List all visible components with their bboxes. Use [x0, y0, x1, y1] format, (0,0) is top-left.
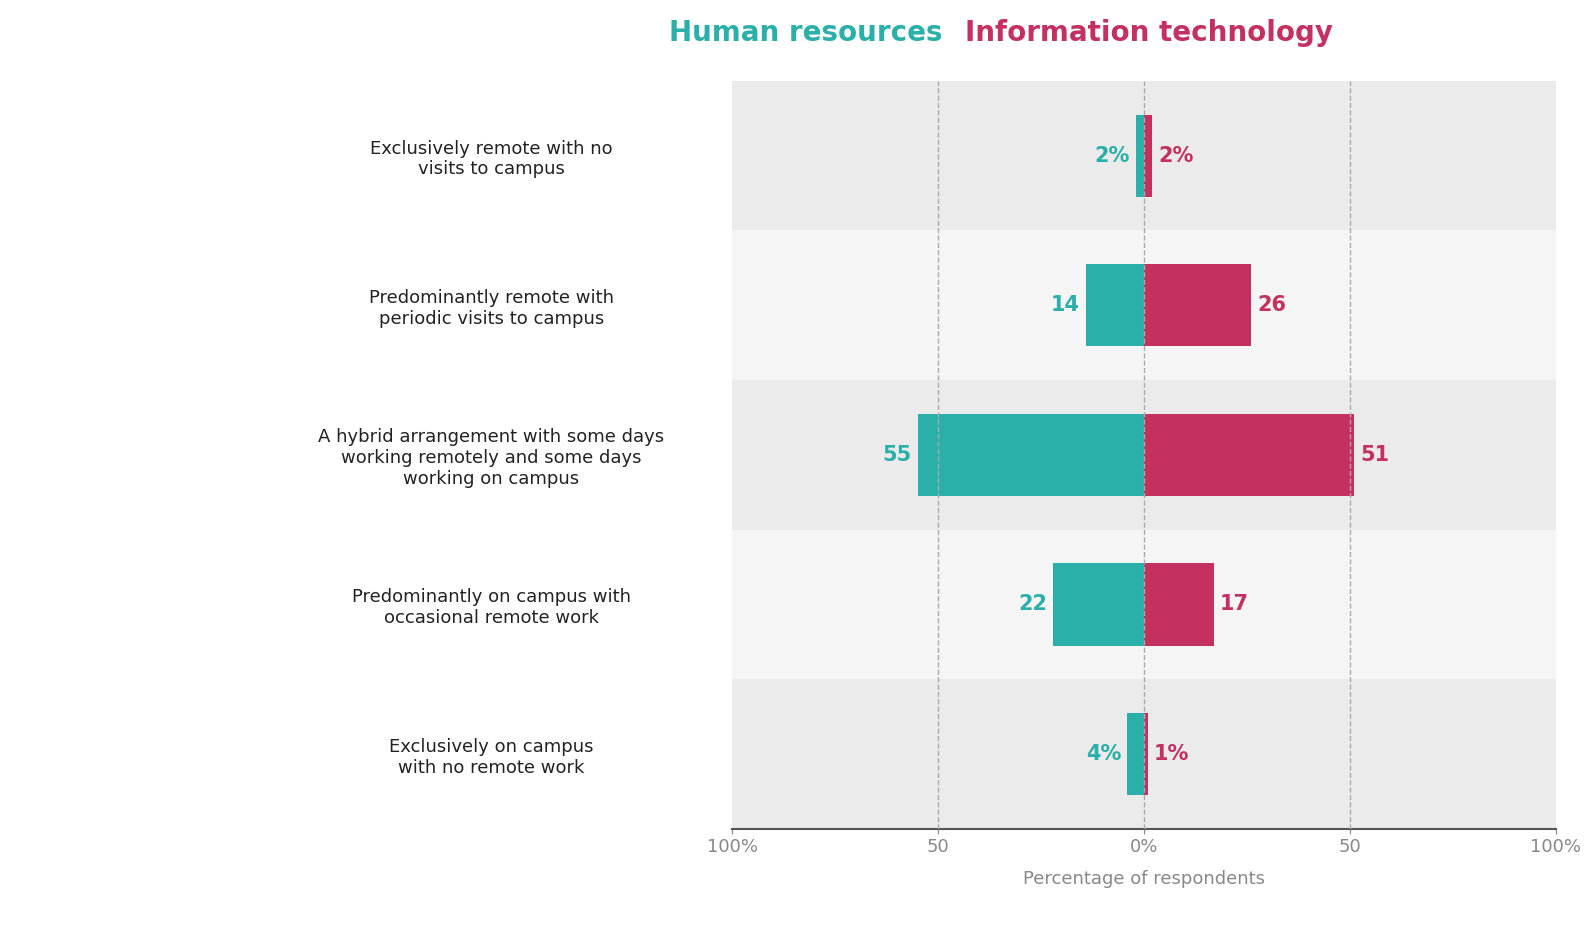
Text: 51: 51 — [1360, 445, 1389, 465]
Bar — [733, 231, 1556, 380]
Text: 55: 55 — [883, 445, 911, 465]
Bar — [918, 414, 1144, 496]
X-axis label: Percentage of respondents: Percentage of respondents — [1023, 870, 1266, 888]
Bar — [1127, 713, 1144, 795]
Bar — [1144, 264, 1251, 346]
Bar — [733, 380, 1556, 530]
Bar — [733, 81, 1556, 231]
Text: 1%: 1% — [1154, 744, 1189, 764]
Bar — [1144, 115, 1152, 197]
Text: 22: 22 — [1018, 595, 1047, 614]
Bar — [1144, 414, 1353, 496]
Text: 2%: 2% — [1095, 146, 1130, 166]
Bar — [1144, 564, 1215, 646]
Text: 26: 26 — [1258, 295, 1286, 315]
Bar — [1053, 564, 1144, 646]
Bar — [1136, 115, 1144, 197]
Text: 4%: 4% — [1085, 744, 1122, 764]
Text: Information technology: Information technology — [966, 19, 1333, 47]
Text: Human resources: Human resources — [669, 19, 943, 47]
Text: 14: 14 — [1052, 295, 1080, 315]
Text: 2%: 2% — [1159, 146, 1194, 166]
Text: 17: 17 — [1219, 595, 1250, 614]
Bar — [1087, 264, 1144, 346]
Bar — [733, 530, 1556, 679]
Bar — [733, 679, 1556, 829]
Bar — [1144, 713, 1148, 795]
